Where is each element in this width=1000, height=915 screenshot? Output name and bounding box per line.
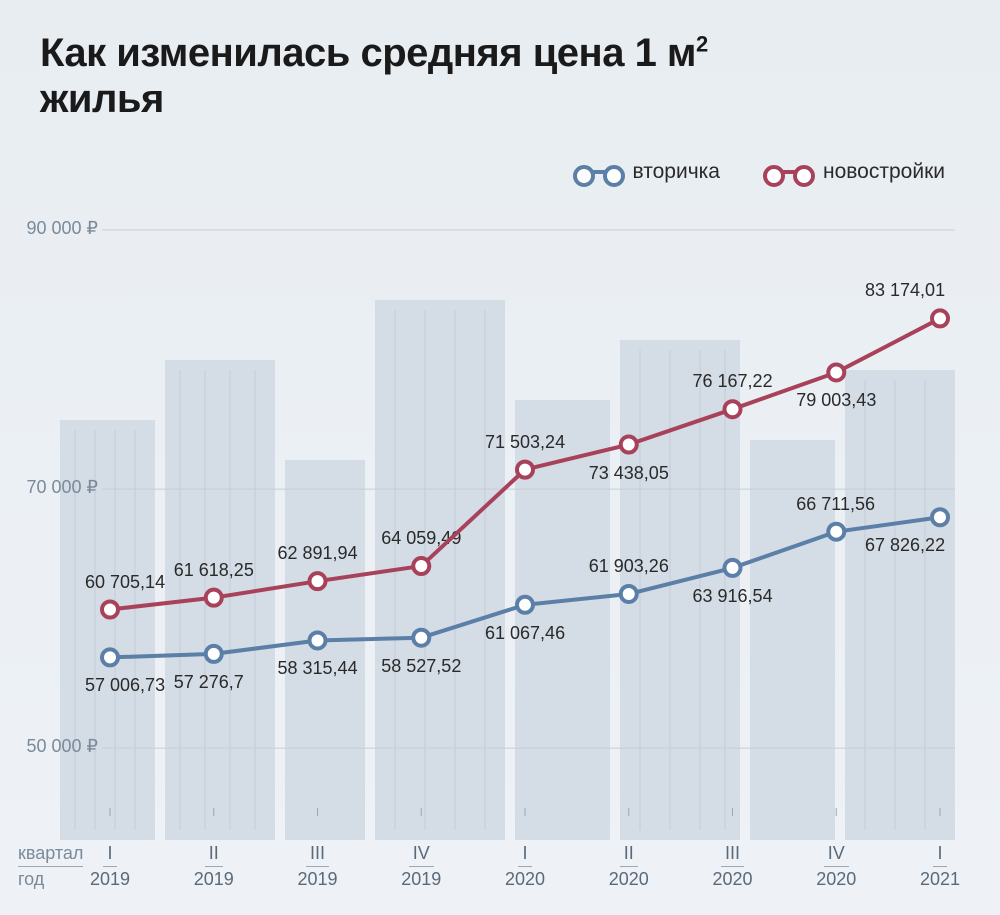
line-chart (0, 0, 1000, 915)
